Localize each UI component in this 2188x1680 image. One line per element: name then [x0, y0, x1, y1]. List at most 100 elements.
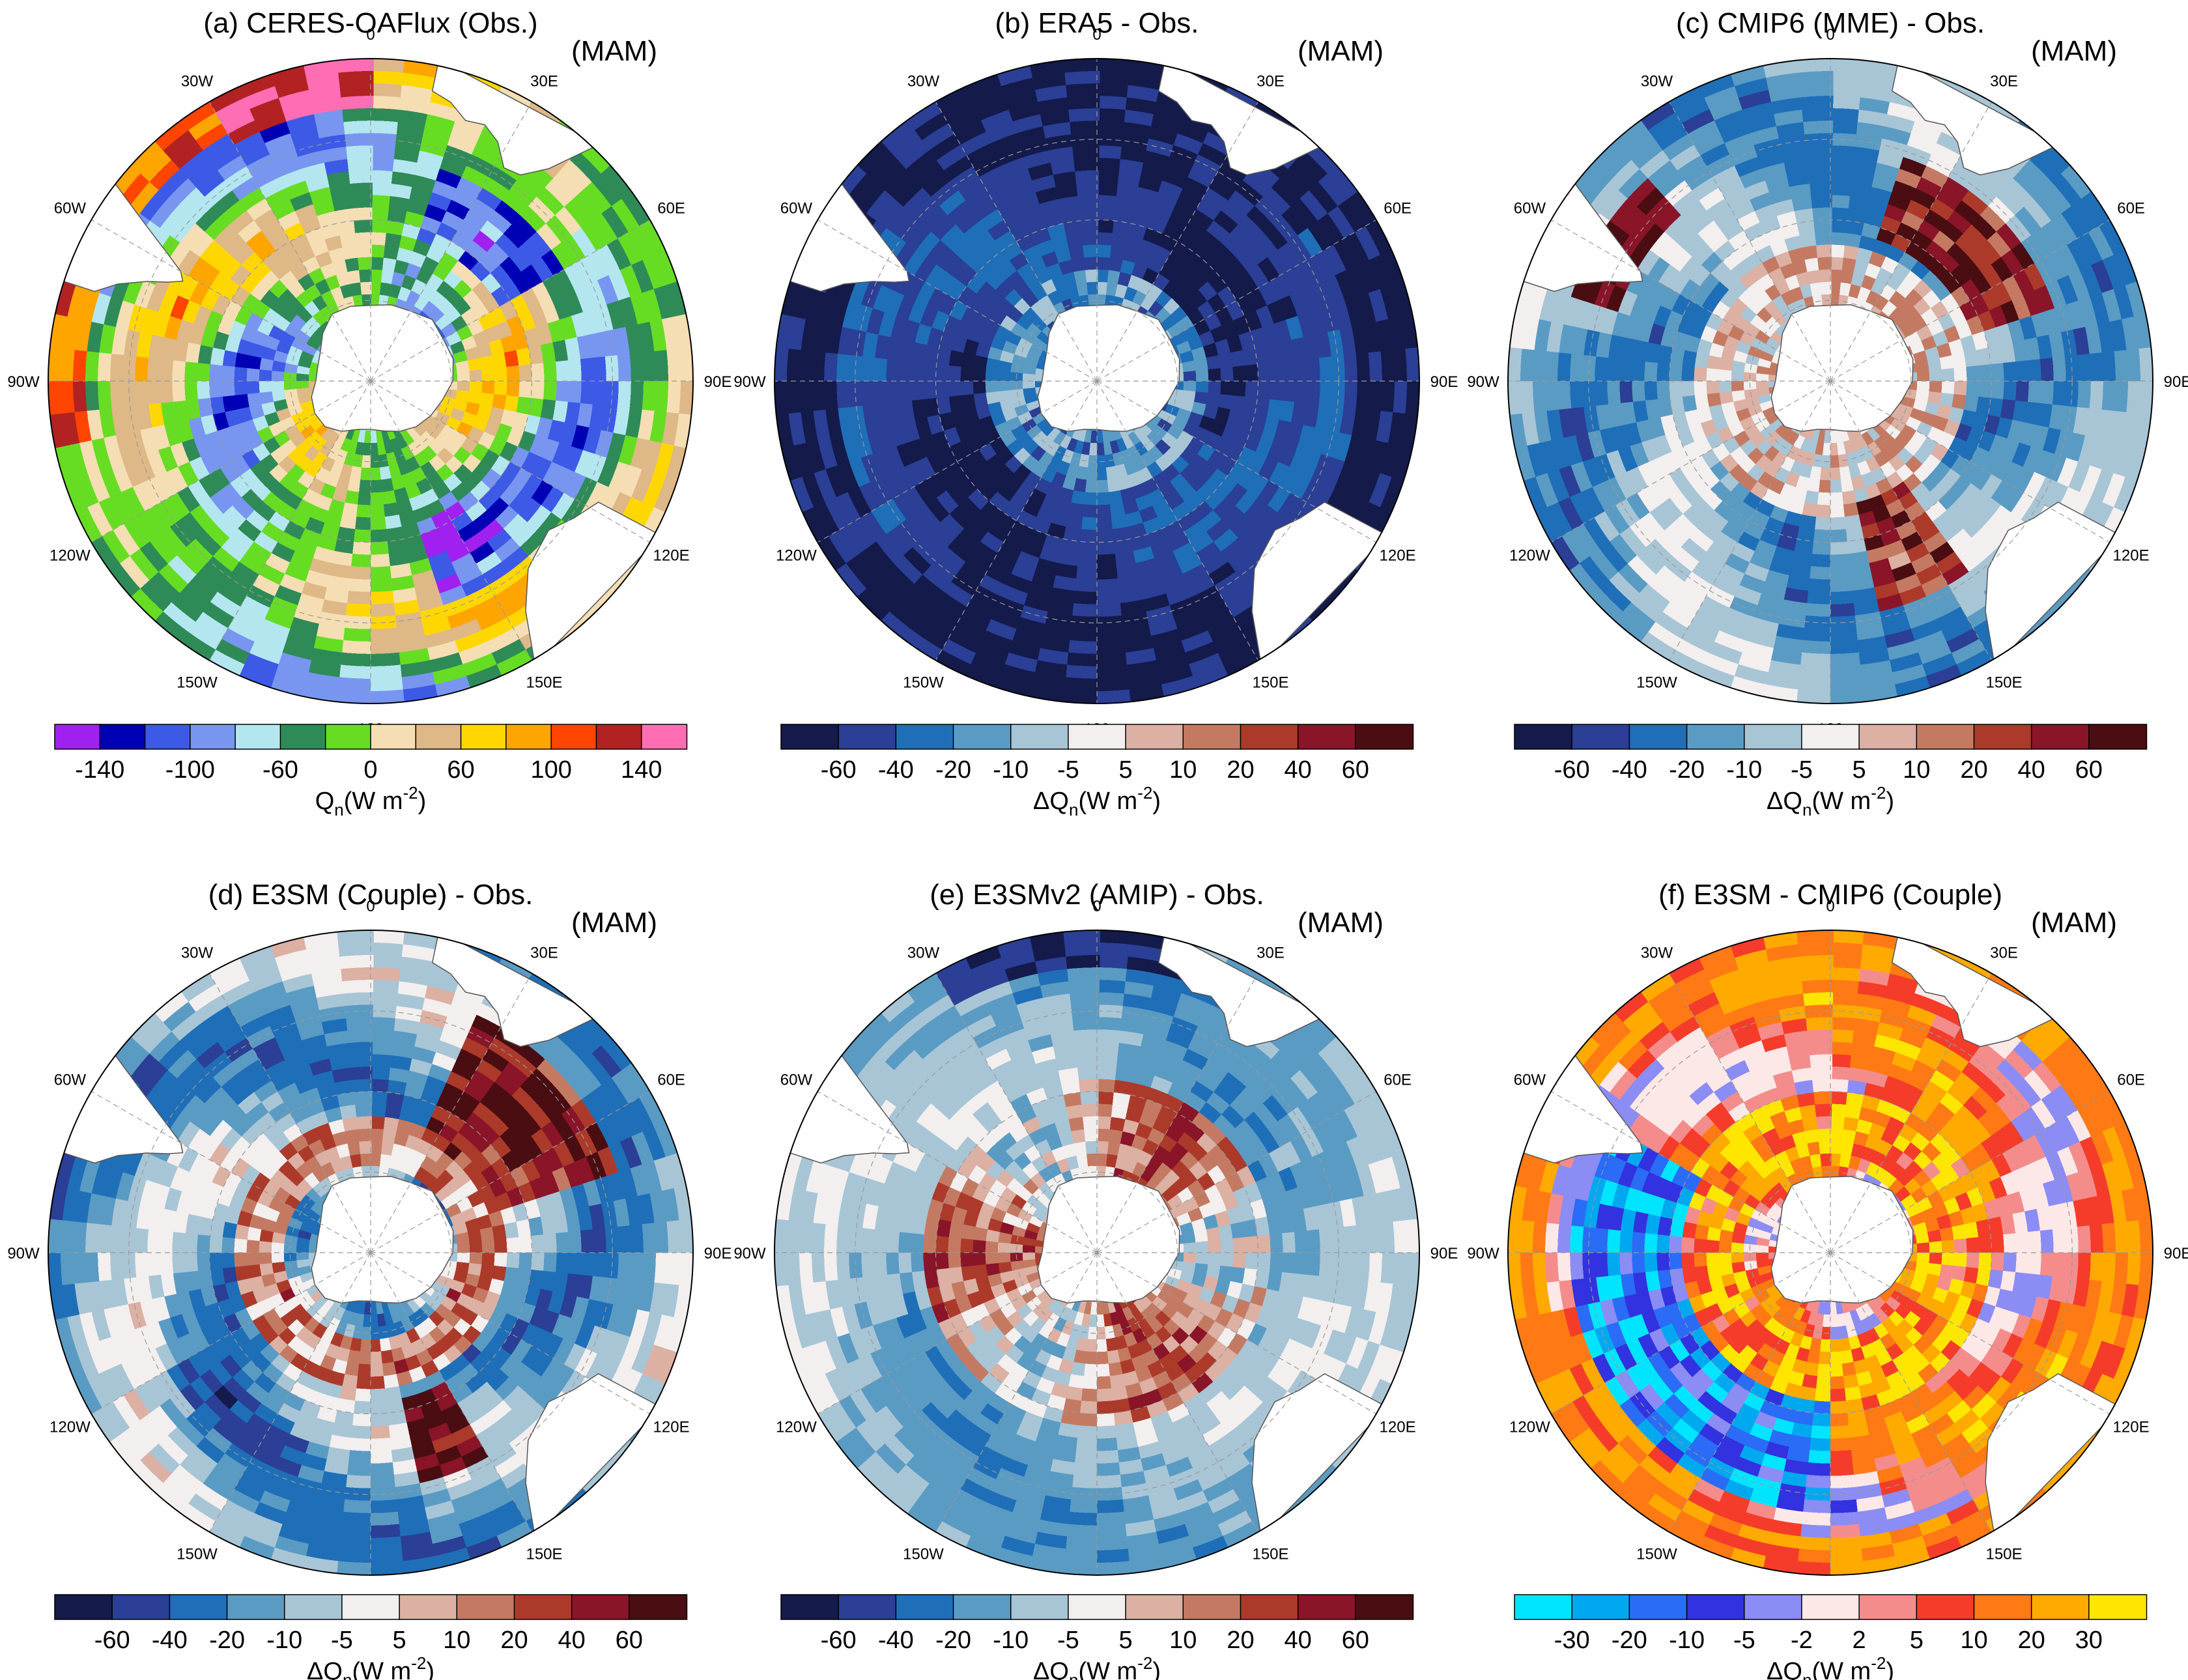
data-cell — [1724, 132, 1756, 155]
data-cell — [1097, 194, 1118, 209]
data-cell — [1121, 499, 1140, 516]
data-cell — [1042, 611, 1073, 629]
data-cell — [380, 269, 395, 285]
data-cell — [158, 288, 179, 316]
data-cell — [200, 325, 218, 348]
data-cell — [236, 337, 253, 356]
data-cell — [188, 415, 206, 439]
data-cell — [629, 381, 644, 413]
data-cell — [1779, 599, 1808, 616]
data-cell — [2045, 250, 2070, 283]
data-cell — [2097, 321, 2115, 356]
data-cell — [826, 527, 857, 564]
data-cell — [1970, 294, 1991, 317]
data-cell — [834, 489, 861, 524]
data-cell — [1658, 262, 1681, 289]
data-cell — [1029, 671, 1066, 691]
data-cell — [1773, 109, 1806, 126]
data-cell — [1810, 182, 1833, 196]
data-cell — [425, 499, 446, 519]
data-cell — [954, 527, 980, 552]
data-cell — [468, 541, 495, 565]
data-cell — [621, 191, 653, 229]
data-cell — [1148, 629, 1182, 649]
data-cell — [1577, 553, 1610, 590]
data-cell — [962, 662, 1001, 689]
data-cell — [217, 153, 249, 180]
data-cell — [965, 186, 993, 211]
data-cell — [167, 176, 199, 207]
data-cell — [805, 286, 827, 322]
data-cell — [1945, 497, 1969, 521]
data-cell — [1731, 663, 1769, 685]
data-cell — [1045, 522, 1066, 540]
data-cell — [1681, 363, 1695, 381]
panel-title: (b) ERA5 - Obs. — [995, 7, 1199, 39]
data-cell — [584, 481, 610, 514]
data-cell — [1631, 358, 1646, 381]
data-cell — [928, 554, 959, 582]
longitude-label: 60E — [2117, 200, 2145, 218]
data-cell — [367, 664, 402, 679]
data-cell — [1183, 381, 1197, 393]
data-cell — [1277, 442, 1298, 470]
data-cell — [1255, 196, 1284, 225]
data-cell — [966, 141, 999, 167]
colorbar-tick-label: -60 — [1554, 756, 1590, 784]
data-cell — [641, 440, 662, 476]
data-cell — [61, 409, 80, 446]
data-cell — [1266, 438, 1286, 464]
data-cell — [786, 378, 801, 414]
data-cell — [637, 321, 655, 356]
data-cell — [1742, 562, 1769, 582]
data-cell — [592, 356, 607, 384]
colorbar-label-main: ΔQ — [1767, 788, 1802, 815]
data-cell — [320, 427, 335, 442]
data-cell — [518, 381, 533, 400]
data-cell — [184, 360, 199, 381]
data-cell — [209, 246, 234, 272]
data-cell — [250, 573, 280, 597]
data-cell — [950, 408, 967, 427]
data-cell — [1827, 677, 1863, 692]
data-cell — [554, 206, 584, 238]
data-cell — [629, 438, 651, 472]
data-cell — [1840, 477, 1854, 493]
data-cell — [965, 72, 1004, 98]
data-cell — [1101, 429, 1110, 444]
data-cell — [2004, 177, 2036, 209]
data-cell — [481, 381, 496, 395]
data-cell — [251, 629, 287, 653]
data-cell — [1647, 255, 1671, 282]
data-cell — [1097, 95, 1130, 110]
data-cell — [1850, 587, 1877, 605]
graticule — [774, 59, 1419, 704]
data-cell — [1830, 281, 1842, 295]
data-cell — [1351, 408, 1369, 441]
data-cell — [2077, 381, 2092, 411]
data-cell — [1747, 345, 1763, 358]
data-cell — [1219, 582, 1251, 609]
data-cell — [1021, 328, 1038, 344]
data-cell — [1044, 440, 1060, 457]
data-cell — [180, 436, 201, 463]
africa-land — [1891, 59, 2060, 176]
data-cell — [169, 440, 190, 468]
data-cell — [1097, 120, 1127, 135]
data-cell — [1152, 425, 1168, 440]
data-cell — [339, 283, 354, 299]
data-cell — [98, 321, 117, 354]
data-cell — [139, 188, 170, 221]
data-cell — [780, 442, 803, 481]
data-cell — [1201, 551, 1229, 577]
data-cell — [518, 530, 547, 558]
data-cell — [2049, 332, 2066, 360]
data-cell — [1995, 417, 2013, 441]
colorbar-swatch — [1686, 724, 1745, 750]
colorbar-swatch — [99, 724, 146, 750]
data-cell — [1639, 221, 1666, 250]
data-cell — [1040, 109, 1073, 126]
data-cell — [147, 355, 162, 381]
data-cell — [498, 483, 522, 507]
data-cell — [335, 526, 356, 543]
